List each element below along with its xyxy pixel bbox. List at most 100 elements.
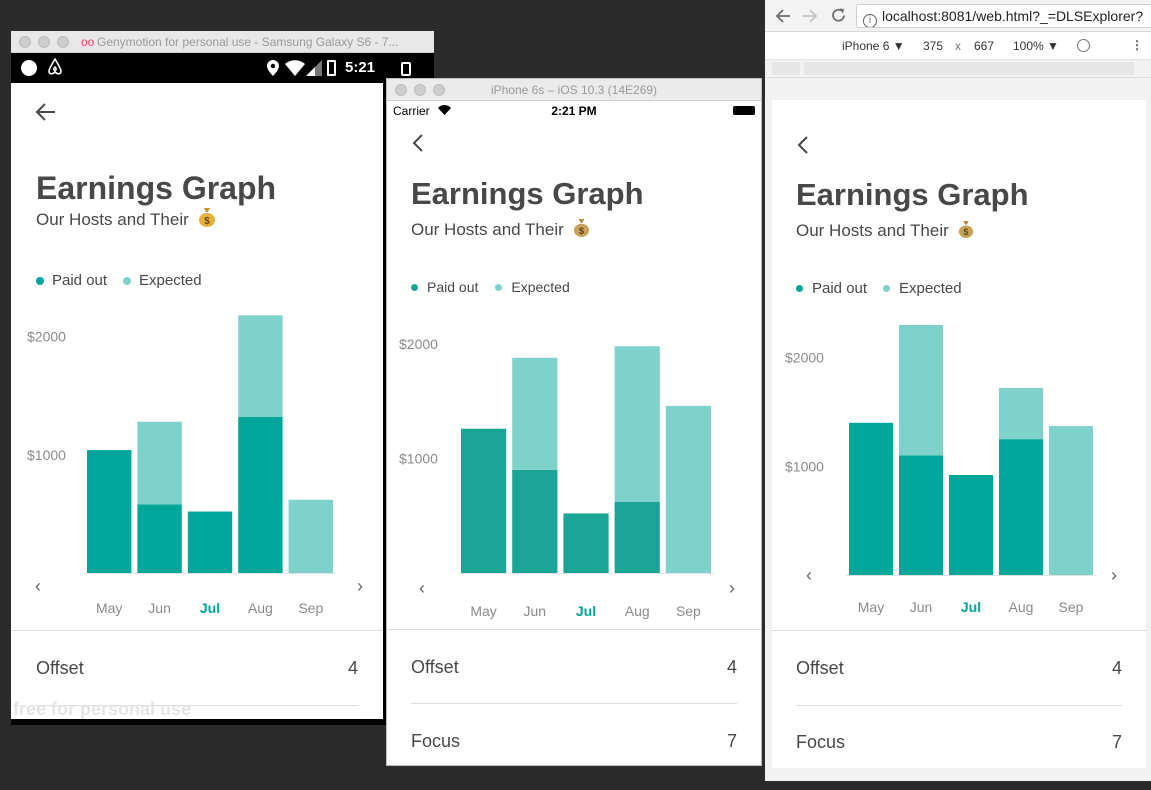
offset-value: 4 — [347, 658, 358, 678]
offset-label: Offset — [411, 657, 459, 677]
dropdown-caret-icon: ▼ — [892, 39, 905, 53]
page-title: Earnings Graph — [796, 177, 1029, 212]
divider — [11, 630, 383, 631]
browser-window: i localhost:8081/web.html?_=DLSExplorer? … — [765, 0, 1151, 781]
chart-legend: Paid out Expected — [411, 279, 570, 295]
chart-legend: Paid out Expected — [796, 280, 962, 297]
bar-paid-out-aug — [999, 439, 1043, 575]
zoom-button[interactable] — [57, 36, 69, 48]
back-chevron-icon[interactable] — [411, 132, 425, 154]
x-tick-label-aug[interactable]: Aug — [1009, 599, 1034, 615]
x-tick-label-sep[interactable]: Sep — [1059, 599, 1084, 615]
x-tick-label-jul[interactable]: Jul — [961, 599, 981, 615]
x-tick-label-jul[interactable]: Jul — [576, 603, 596, 619]
earnings-chart: $1000 $2000 May Jun Jul Aug Sep ‹ › — [399, 336, 735, 619]
x-tick-label-may[interactable]: May — [96, 600, 122, 616]
address-bar[interactable]: i localhost:8081/web.html?_=DLSExplorer? — [856, 4, 1151, 28]
legend-paid-out: Paid out — [427, 279, 479, 295]
close-button[interactable] — [395, 84, 407, 96]
genymotion-window: oo Genymotion for personal use - Samsung… — [11, 31, 434, 725]
rotate-icon[interactable] — [401, 62, 411, 76]
web-app-screen: Earnings Graph Our Hosts and Their $ Pai… — [772, 100, 1146, 768]
x-tick-label-may[interactable]: May — [858, 599, 884, 615]
times-symbol: x — [955, 39, 961, 53]
chevron-right-icon[interactable]: › — [357, 576, 363, 596]
height-field[interactable]: 667 — [974, 39, 995, 53]
focus-value: 7 — [726, 731, 737, 751]
record-icon — [21, 60, 37, 76]
divider — [772, 630, 1146, 631]
focus-row[interactable]: Focus 7 — [772, 732, 1146, 753]
back-arrow-icon[interactable] — [775, 8, 791, 29]
y-tick-label: $1000 — [27, 447, 66, 463]
page-subtitle: Our Hosts and Their $ — [411, 218, 590, 242]
offset-row[interactable]: Offset 4 — [772, 658, 1146, 679]
more-options-icon[interactable]: ⋮ — [1131, 38, 1143, 52]
minimize-button[interactable] — [38, 36, 50, 48]
x-tick-label-aug[interactable]: Aug — [625, 603, 650, 619]
y-tick-label: $1000 — [785, 458, 824, 474]
forward-arrow-icon[interactable] — [802, 8, 818, 29]
divider — [387, 629, 761, 630]
subtitle-text: Our Hosts and Their — [411, 220, 564, 239]
x-tick-label-aug[interactable]: Aug — [248, 600, 273, 616]
zoom-value: 100% — [1013, 39, 1044, 53]
chevron-right-icon[interactable]: › — [1111, 565, 1117, 585]
media-query-ruler — [765, 60, 1151, 78]
expected-swatch — [883, 285, 891, 292]
dropdown-caret-icon: ▼ — [1047, 39, 1059, 53]
bar-expected-aug — [238, 315, 283, 417]
y-tick-label: $1000 — [399, 451, 438, 467]
window-titlebar[interactable]: iPhone 6s – iOS 10.3 (14E269) — [387, 79, 761, 101]
bar-paid-out-aug — [614, 502, 660, 573]
bar-paid-out-jun — [899, 455, 943, 575]
svg-text:$: $ — [578, 226, 584, 237]
status-time: 2:21 PM — [551, 104, 597, 118]
rotate-icon[interactable] — [1077, 39, 1090, 52]
x-tick-label-jun[interactable]: Jun — [910, 599, 933, 615]
minimize-button[interactable] — [414, 84, 426, 96]
window-titlebar[interactable]: oo Genymotion for personal use - Samsung… — [11, 31, 434, 53]
x-tick-label-sep[interactable]: Sep — [298, 600, 323, 616]
info-icon[interactable]: i — [863, 14, 877, 27]
focus-row[interactable]: Focus 7 — [387, 731, 761, 752]
x-tick-label-jun[interactable]: Jun — [524, 603, 547, 619]
url-text: localhost:8081/web.html?_=DLSExplorer? — [882, 8, 1144, 24]
zoom-button[interactable] — [433, 84, 445, 96]
page-title: Earnings Graph — [411, 176, 644, 211]
back-chevron-icon[interactable] — [796, 134, 810, 156]
chart-legend: Paid out Expected — [36, 272, 202, 289]
chevron-right-icon[interactable]: › — [729, 578, 735, 598]
device-select[interactable]: iPhone 6 ▼ — [842, 39, 905, 53]
wifi-icon — [285, 60, 305, 81]
close-button[interactable] — [19, 36, 31, 48]
chevron-left-icon[interactable]: ‹ — [806, 565, 812, 585]
x-tick-label-jul[interactable]: Jul — [200, 600, 220, 616]
y-tick-label: $2000 — [785, 350, 824, 366]
status-time: 5:21 — [345, 59, 376, 76]
bar-expected-jun — [137, 421, 182, 505]
offset-row[interactable]: Offset 4 — [11, 658, 383, 679]
bar-paid-out-aug — [238, 417, 283, 573]
x-tick-label-may[interactable]: May — [470, 603, 496, 619]
offset-value: 4 — [726, 657, 737, 677]
bar-expected-aug — [614, 346, 660, 503]
x-tick-label-jun[interactable]: Jun — [148, 600, 171, 616]
bar-paid-out-may — [87, 450, 132, 573]
expected-swatch — [495, 283, 503, 291]
zoom-select[interactable]: 100% ▼ — [1013, 39, 1059, 53]
offset-row[interactable]: Offset 4 — [387, 657, 761, 678]
chevron-left-icon[interactable]: ‹ — [419, 578, 425, 598]
reload-icon[interactable] — [830, 7, 847, 29]
offset-label: Offset — [796, 658, 844, 678]
chevron-left-icon[interactable]: ‹ — [35, 576, 41, 596]
earnings-chart: $1000 $2000 May Jun Jul Aug Sep ‹ › — [27, 315, 363, 616]
divider — [796, 705, 1122, 706]
width-field[interactable]: 375 — [923, 39, 944, 53]
legend-expected: Expected — [899, 280, 962, 297]
x-tick-label-sep[interactable]: Sep — [676, 603, 701, 619]
back-arrow-icon[interactable] — [35, 101, 57, 123]
bar-paid-out-jul — [563, 513, 609, 573]
expected-swatch — [123, 276, 132, 285]
device-toolbar: iPhone 6 ▼ 375 x 667 100% ▼ ⋮ — [765, 32, 1151, 60]
